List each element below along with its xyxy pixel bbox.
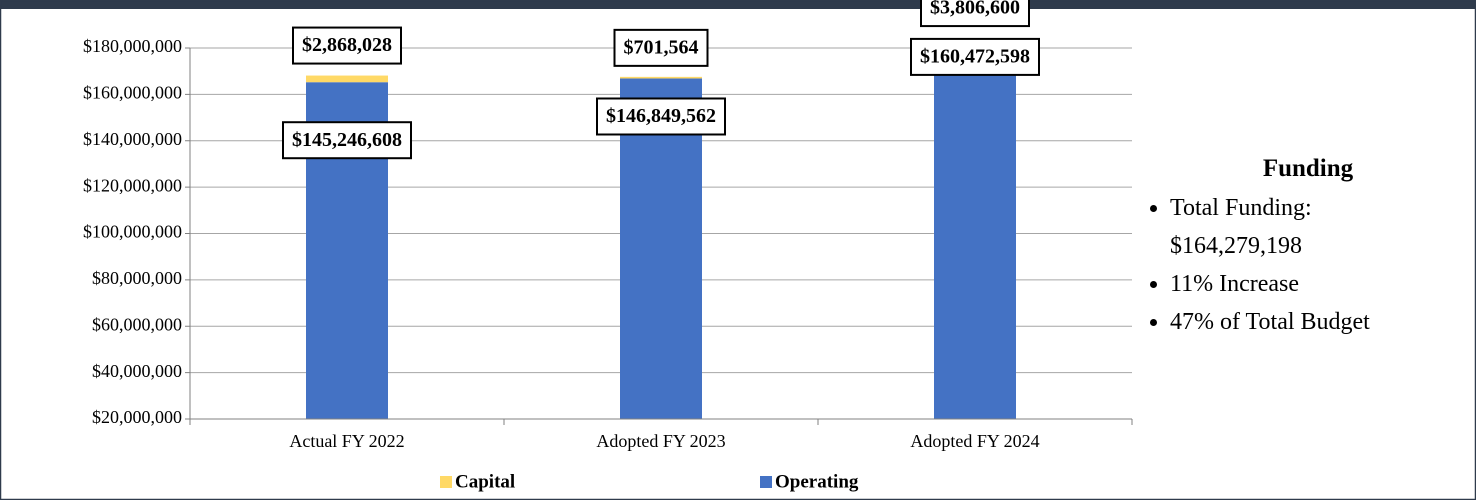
data-label-box bbox=[292, 26, 402, 65]
legend-swatch bbox=[760, 476, 772, 488]
sidebar: Funding Total Funding: $164,279,19811% I… bbox=[1148, 155, 1468, 341]
sidebar-item: 11% Increase bbox=[1170, 265, 1468, 303]
y-tick-label: $120,000,000 bbox=[83, 175, 182, 195]
data-label: $701,564 bbox=[624, 36, 699, 58]
data-label-box bbox=[596, 97, 726, 136]
legend-label: Operating bbox=[775, 471, 859, 492]
y-tick-label: $100,000,000 bbox=[83, 222, 182, 242]
data-label: $145,246,608 bbox=[292, 129, 402, 151]
sidebar-item: Total Funding: $164,279,198 bbox=[1170, 189, 1400, 265]
data-label-box bbox=[910, 37, 1040, 76]
data-label: $160,472,598 bbox=[920, 45, 1030, 67]
data-label-box bbox=[613, 28, 709, 67]
data-label-box bbox=[282, 121, 412, 160]
bar-segment bbox=[620, 76, 702, 79]
legend-label: Capital bbox=[455, 471, 515, 492]
y-tick-label: $40,000,000 bbox=[92, 361, 182, 381]
data-label: $2,868,028 bbox=[302, 34, 392, 56]
y-tick-label: $80,000,000 bbox=[92, 268, 182, 288]
y-tick-label: $140,000,000 bbox=[83, 129, 182, 149]
x-tick-label: Adopted FY 2023 bbox=[596, 431, 725, 451]
data-label-box bbox=[920, 0, 1030, 28]
y-tick-label: $60,000,000 bbox=[92, 314, 182, 334]
sidebar-list: Total Funding: $164,279,19811% Increase4… bbox=[1148, 189, 1468, 341]
y-tick-label: $160,000,000 bbox=[83, 83, 182, 103]
y-tick-label: $180,000,000 bbox=[83, 36, 182, 56]
bar-segment bbox=[934, 46, 1016, 419]
x-tick-label: Adopted FY 2024 bbox=[910, 431, 1039, 451]
sidebar-item: 47% of Total Budget bbox=[1170, 303, 1468, 341]
data-label: $146,849,562 bbox=[606, 105, 716, 127]
sidebar-title: Funding bbox=[1262, 155, 1354, 182]
data-label: $3,806,600 bbox=[930, 0, 1020, 19]
bar-segment bbox=[306, 75, 388, 83]
legend-swatch bbox=[440, 476, 452, 488]
header-bar bbox=[0, 0, 1476, 9]
y-tick-label: $20,000,000 bbox=[92, 407, 182, 427]
x-tick-label: Actual FY 2022 bbox=[289, 431, 404, 451]
